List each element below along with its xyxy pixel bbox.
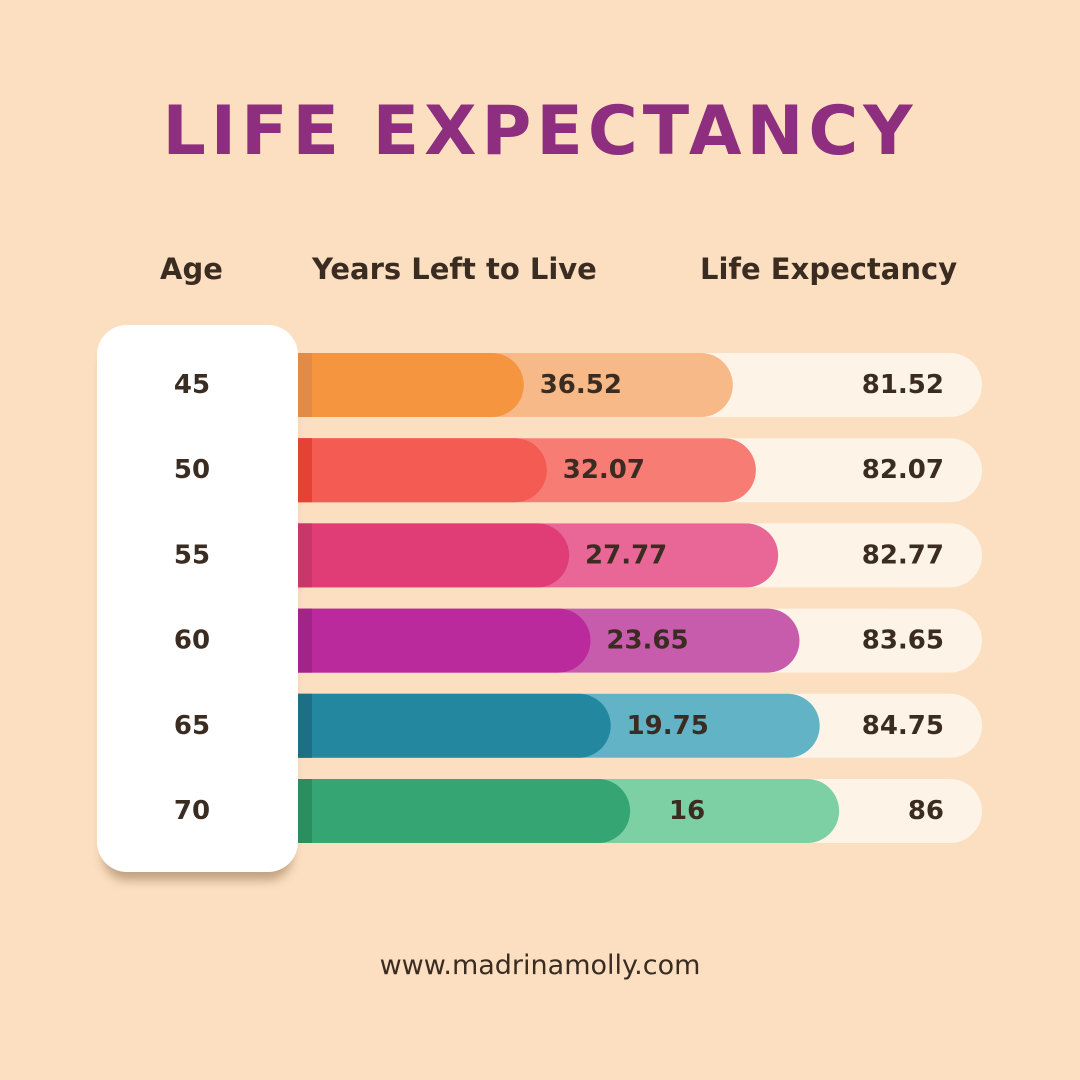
years-left-bar <box>298 523 570 588</box>
age-label: 45 <box>174 370 210 400</box>
years-left-bar <box>298 779 631 843</box>
years-left-label: 23.65 <box>606 626 688 656</box>
years-left-label: 27.77 <box>585 540 667 570</box>
life-expectancy-label: 86 <box>908 796 944 826</box>
age-label: 55 <box>174 540 210 570</box>
age-label: 65 <box>174 711 210 741</box>
age-column-header: Age <box>160 252 223 286</box>
age-card <box>97 325 298 872</box>
years-left-bar <box>298 693 611 758</box>
bar-edge-accent <box>298 779 312 843</box>
bar-edge-accent <box>298 438 312 503</box>
life-expectancy-label: 82.07 <box>862 455 944 485</box>
years-left-bar <box>298 353 524 417</box>
life-expectancy-label: 81.52 <box>862 370 944 400</box>
years-left-label: 36.52 <box>540 370 622 400</box>
years-left-label: 32.07 <box>563 455 645 485</box>
age-label: 50 <box>174 455 210 485</box>
age-label: 70 <box>174 796 210 826</box>
bar-edge-accent <box>298 353 312 417</box>
years-left-label: 19.75 <box>627 711 709 741</box>
bar-edge-accent <box>298 608 312 673</box>
years-left-label: 16 <box>669 796 705 826</box>
website-footer: www.madrinamolly.com <box>379 950 701 981</box>
age-label: 60 <box>174 626 210 656</box>
life-expectancy-label: 83.65 <box>862 626 944 656</box>
years-left-column-header: Years Left to Live <box>312 252 597 286</box>
life-expectancy-column-header: Life Expectancy <box>700 252 958 286</box>
years-left-bar <box>298 608 591 673</box>
bar-edge-accent <box>298 693 312 758</box>
page-title: LIFE EXPECTANCY <box>162 92 918 171</box>
life-expectancy-label: 84.75 <box>862 711 944 741</box>
bar-edge-accent <box>298 523 312 588</box>
years-left-bar <box>298 438 547 503</box>
life-expectancy-label: 82.77 <box>862 540 944 570</box>
